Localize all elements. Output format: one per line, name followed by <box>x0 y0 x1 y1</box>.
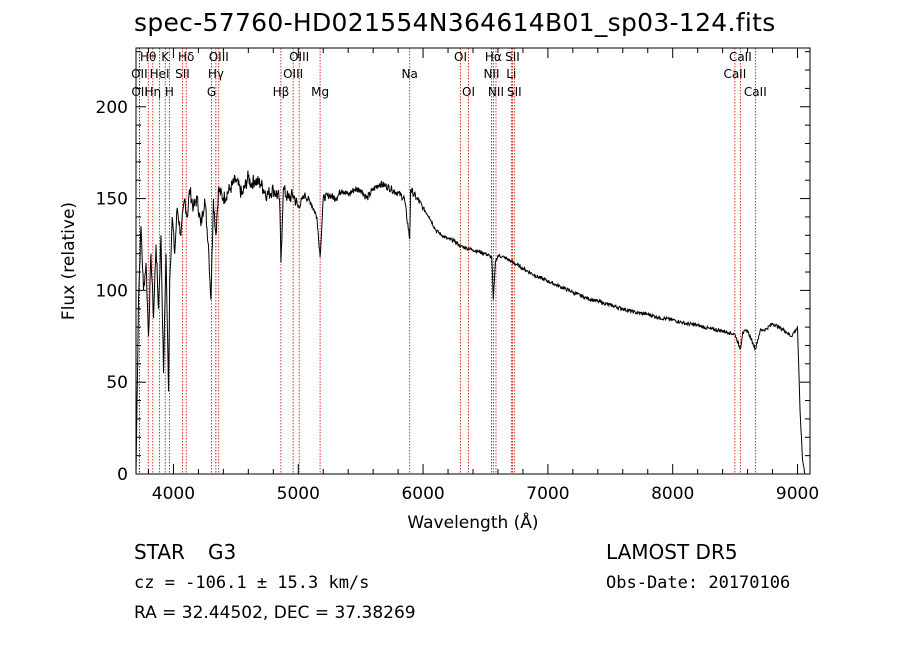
spectral-line-label: Hδ <box>178 50 194 64</box>
spectral-line-label: OIII <box>209 50 229 64</box>
plot-frame <box>135 47 811 475</box>
spectral-line-markers <box>138 48 756 474</box>
x-tick-label: 5000 <box>277 484 320 504</box>
spectral-line-label: OIII <box>283 67 303 81</box>
y-tick-label: 150 <box>96 190 128 210</box>
ra-dec-coordinates: RA = 32.44502, DEC = 37.38269 <box>134 603 416 623</box>
spectral-line-label: CaII <box>744 85 767 99</box>
x-tick-label: 6000 <box>401 484 444 504</box>
spectral-line-label: OII <box>131 85 148 99</box>
y-tick-label: 0 <box>117 465 128 485</box>
spectral-line-label: HeI <box>150 67 170 81</box>
x-tick-label: 7000 <box>526 484 569 504</box>
survey-name: LAMOST DR5 <box>606 540 738 564</box>
spectrum-line <box>135 170 806 475</box>
x-axis: 4000 5000 6000 7000 8000 9000 <box>147 48 819 504</box>
spectral-class: G3 <box>208 540 237 564</box>
spectral-line-label: SII <box>175 67 190 81</box>
spectral-line-label: G <box>207 85 216 99</box>
redshift-cz: cz = -106.1 ± 15.3 km/s <box>134 573 370 593</box>
y-axis-label: Flux (relative) <box>59 202 79 320</box>
x-tick-label: 4000 <box>152 484 195 504</box>
y-tick-label: 100 <box>96 281 128 301</box>
x-tick-label: 9000 <box>776 484 819 504</box>
spectral-line-label: OI <box>454 50 467 64</box>
spectral-line-label: NII <box>483 67 499 81</box>
spectral-line-label: H <box>165 85 174 99</box>
y-tick-label: 50 <box>106 373 128 393</box>
x-axis-label: Wavelength (Å) <box>407 511 538 533</box>
spectral-line-label: SII <box>507 85 522 99</box>
spectral-line-label: CaII <box>723 67 746 81</box>
spectral-line-label: Hη <box>145 85 162 99</box>
spectral-line-label: Hγ <box>208 67 224 81</box>
spectral-line-label: SII <box>505 50 520 64</box>
spectral-line-label: Na <box>402 67 418 81</box>
x-tick-label: 8000 <box>651 484 694 504</box>
spectral-line-label: Hα <box>485 50 502 64</box>
spectral-line-label: NII <box>488 85 504 99</box>
spectral-line-label: OII <box>131 67 148 81</box>
observation-date: Obs-Date: 20170106 <box>606 573 791 593</box>
chart-title: spec-57760-HD021554N364614B01_sp03-124.f… <box>134 8 776 37</box>
y-axis: 0 50 100 150 200 <box>96 51 810 485</box>
y-tick-label: 200 <box>96 98 128 118</box>
spectral-line-label: Hθ <box>140 50 156 64</box>
spectral-line-label: OI <box>462 85 475 99</box>
spectral-line-label: Li <box>506 67 516 81</box>
spectral-line-label: Mg <box>311 85 329 99</box>
spectral-line-label: K <box>161 50 170 64</box>
spectral-line-label: CaII <box>729 50 752 64</box>
object-type: STAR <box>134 540 185 564</box>
spectral-line-label: Hβ <box>273 85 290 99</box>
spectral-line-label: OIII <box>289 50 309 64</box>
